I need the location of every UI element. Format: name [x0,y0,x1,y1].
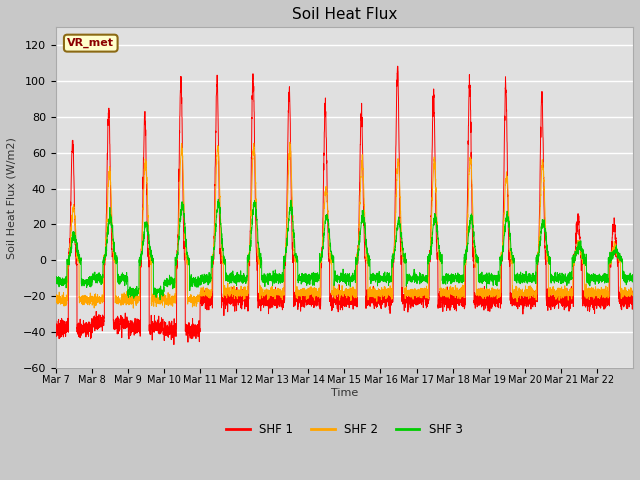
X-axis label: Time: Time [331,388,358,398]
Title: Soil Heat Flux: Soil Heat Flux [292,7,397,22]
Y-axis label: Soil Heat Flux (W/m2): Soil Heat Flux (W/m2) [7,137,17,259]
Text: VR_met: VR_met [67,38,115,48]
Legend: SHF 1, SHF 2, SHF 3: SHF 1, SHF 2, SHF 3 [221,418,467,441]
